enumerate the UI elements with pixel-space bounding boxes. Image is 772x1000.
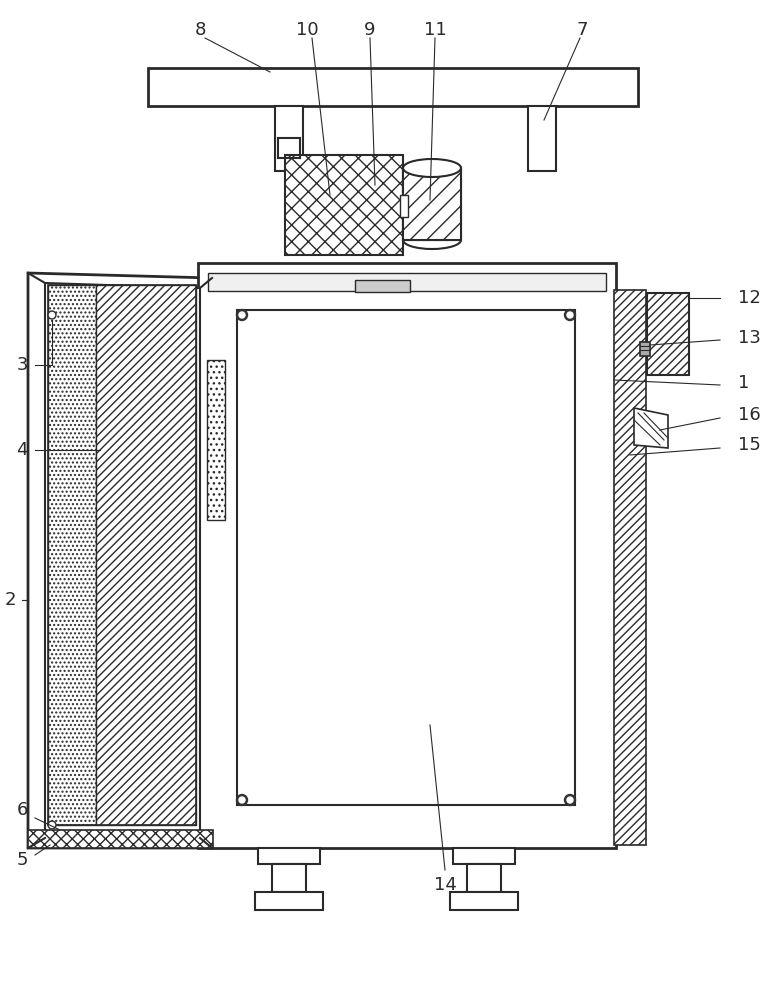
Text: 11: 11 bbox=[424, 21, 446, 39]
Bar bbox=[255, 892, 323, 910]
Text: 7: 7 bbox=[576, 21, 587, 39]
Text: 12: 12 bbox=[738, 289, 761, 307]
Text: 13: 13 bbox=[738, 329, 761, 347]
Bar bbox=[467, 864, 501, 892]
Bar bbox=[403, 168, 461, 240]
Bar bbox=[96, 285, 196, 825]
Text: 6: 6 bbox=[16, 801, 28, 819]
Circle shape bbox=[567, 797, 573, 803]
Bar bbox=[207, 360, 225, 520]
Circle shape bbox=[49, 822, 55, 828]
Circle shape bbox=[48, 821, 56, 829]
Bar bbox=[208, 273, 606, 291]
Text: 2: 2 bbox=[5, 591, 15, 609]
Text: 14: 14 bbox=[434, 876, 456, 894]
Bar bbox=[48, 285, 196, 825]
Circle shape bbox=[236, 794, 248, 806]
Bar bbox=[272, 864, 306, 892]
Bar bbox=[647, 293, 689, 375]
Ellipse shape bbox=[403, 159, 461, 177]
Bar bbox=[28, 830, 213, 848]
Text: 16: 16 bbox=[738, 406, 760, 424]
Bar bbox=[640, 342, 650, 356]
Bar bbox=[403, 168, 461, 240]
Bar bbox=[528, 106, 556, 171]
Bar bbox=[237, 310, 575, 805]
Circle shape bbox=[236, 310, 248, 320]
Bar bbox=[275, 106, 303, 171]
Bar bbox=[355, 280, 410, 292]
Text: 1: 1 bbox=[738, 374, 750, 392]
Polygon shape bbox=[45, 283, 200, 838]
Bar bbox=[285, 155, 403, 255]
Bar bbox=[614, 290, 646, 845]
Bar bbox=[258, 848, 320, 864]
Circle shape bbox=[564, 310, 575, 320]
Bar bbox=[400, 195, 408, 217]
Bar bbox=[198, 263, 616, 848]
Bar bbox=[48, 285, 96, 825]
Circle shape bbox=[239, 797, 245, 803]
Text: 4: 4 bbox=[16, 441, 28, 459]
Circle shape bbox=[48, 311, 56, 319]
Circle shape bbox=[49, 312, 55, 318]
Text: 5: 5 bbox=[16, 851, 28, 869]
Bar bbox=[450, 892, 518, 910]
Circle shape bbox=[239, 312, 245, 318]
Text: 3: 3 bbox=[16, 356, 28, 374]
Circle shape bbox=[567, 312, 573, 318]
Text: 15: 15 bbox=[738, 436, 761, 454]
Bar bbox=[148, 68, 638, 106]
Circle shape bbox=[564, 794, 575, 806]
Bar bbox=[453, 848, 515, 864]
Text: 8: 8 bbox=[195, 21, 205, 39]
Text: 10: 10 bbox=[296, 21, 318, 39]
Polygon shape bbox=[28, 273, 212, 848]
Polygon shape bbox=[634, 408, 668, 448]
Text: 9: 9 bbox=[364, 21, 376, 39]
